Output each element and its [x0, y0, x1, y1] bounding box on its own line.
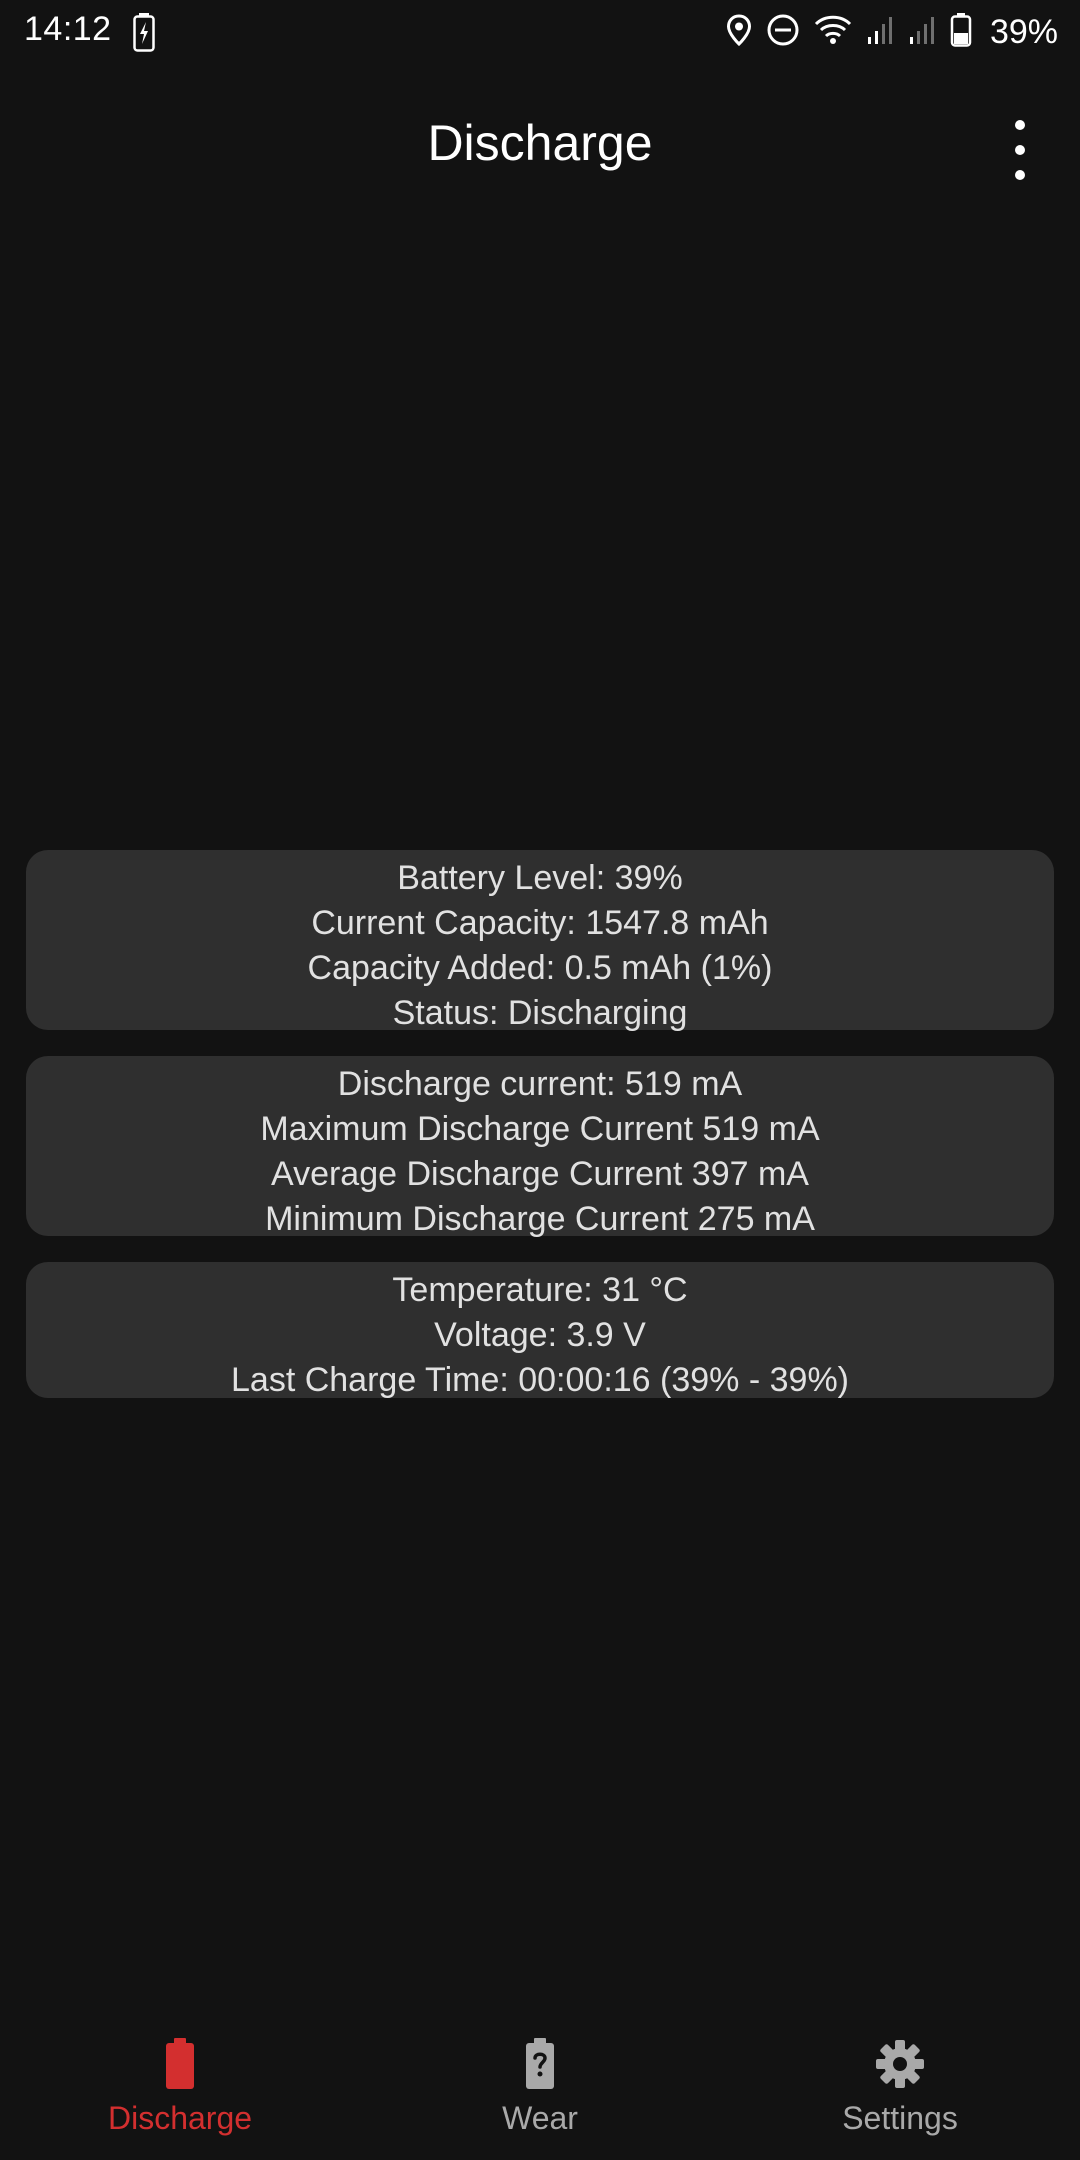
- nav-label-discharge: Discharge: [107, 2100, 253, 2136]
- current-capacity: Current Capacity: 1547.8 mAh: [311, 904, 769, 942]
- menu-dot: [1015, 120, 1025, 130]
- max-discharge-current: Maximum Discharge Current 519 mA: [260, 1110, 820, 1148]
- do-not-disturb-icon: [766, 13, 800, 52]
- capacity-added: Capacity Added: 0.5 mAh (1%): [307, 949, 773, 987]
- battery-unknown-icon: [524, 2036, 556, 2092]
- bottom-navigation: Discharge Wear: [0, 2000, 1080, 2160]
- status-bar: 14:12: [0, 0, 1080, 64]
- gear-icon: [874, 2036, 926, 2092]
- avg-discharge-current: Average Discharge Current 397 mA: [271, 1155, 809, 1193]
- voltage: Voltage: 3.9 V: [434, 1316, 646, 1354]
- battery-icon: [950, 12, 972, 52]
- nav-label-wear: Wear: [502, 2100, 578, 2136]
- nav-item-settings[interactable]: Settings: [720, 2000, 1080, 2160]
- status-icons: 39%: [726, 10, 1058, 54]
- last-charge-time: Last Charge Time: 00:00:16 (39% - 39%): [231, 1361, 849, 1399]
- min-discharge-current: Minimum Discharge Current 275 mA: [265, 1200, 815, 1238]
- battery-status: Status: Discharging: [392, 994, 688, 1032]
- location-icon: [726, 13, 752, 51]
- nav-label-settings: Settings: [842, 2100, 958, 2136]
- nav-item-discharge[interactable]: Discharge: [0, 2000, 360, 2160]
- menu-dot: [1015, 145, 1025, 155]
- charging-battery-icon: [132, 12, 156, 52]
- signal-icon: [866, 15, 894, 50]
- status-time: 14:12: [24, 10, 112, 48]
- temperature-card: Temperature: 31 °C Voltage: 3.9 V Last C…: [26, 1262, 1054, 1399]
- page-title: Discharge: [427, 115, 653, 171]
- battery-info-card: Battery Level: 39% Current Capacity: 154…: [26, 850, 1054, 1032]
- signal-icon: [908, 15, 936, 50]
- app-bar: Discharge: [0, 90, 1080, 200]
- temperature: Temperature: 31 °C: [392, 1271, 688, 1309]
- battery-level: Battery Level: 39%: [397, 859, 683, 897]
- battery-percent: 39%: [989, 12, 1058, 51]
- battery-icon: [164, 2036, 196, 2092]
- more-vert-icon[interactable]: [1000, 120, 1040, 180]
- discharge-current: Discharge current: 519 mA: [337, 1065, 743, 1103]
- menu-dot: [1015, 170, 1025, 180]
- nav-item-wear[interactable]: Wear: [360, 2000, 720, 2160]
- wifi-icon: [814, 15, 852, 50]
- discharge-current-card: Discharge current: 519 mA Maximum Discha…: [26, 1056, 1054, 1238]
